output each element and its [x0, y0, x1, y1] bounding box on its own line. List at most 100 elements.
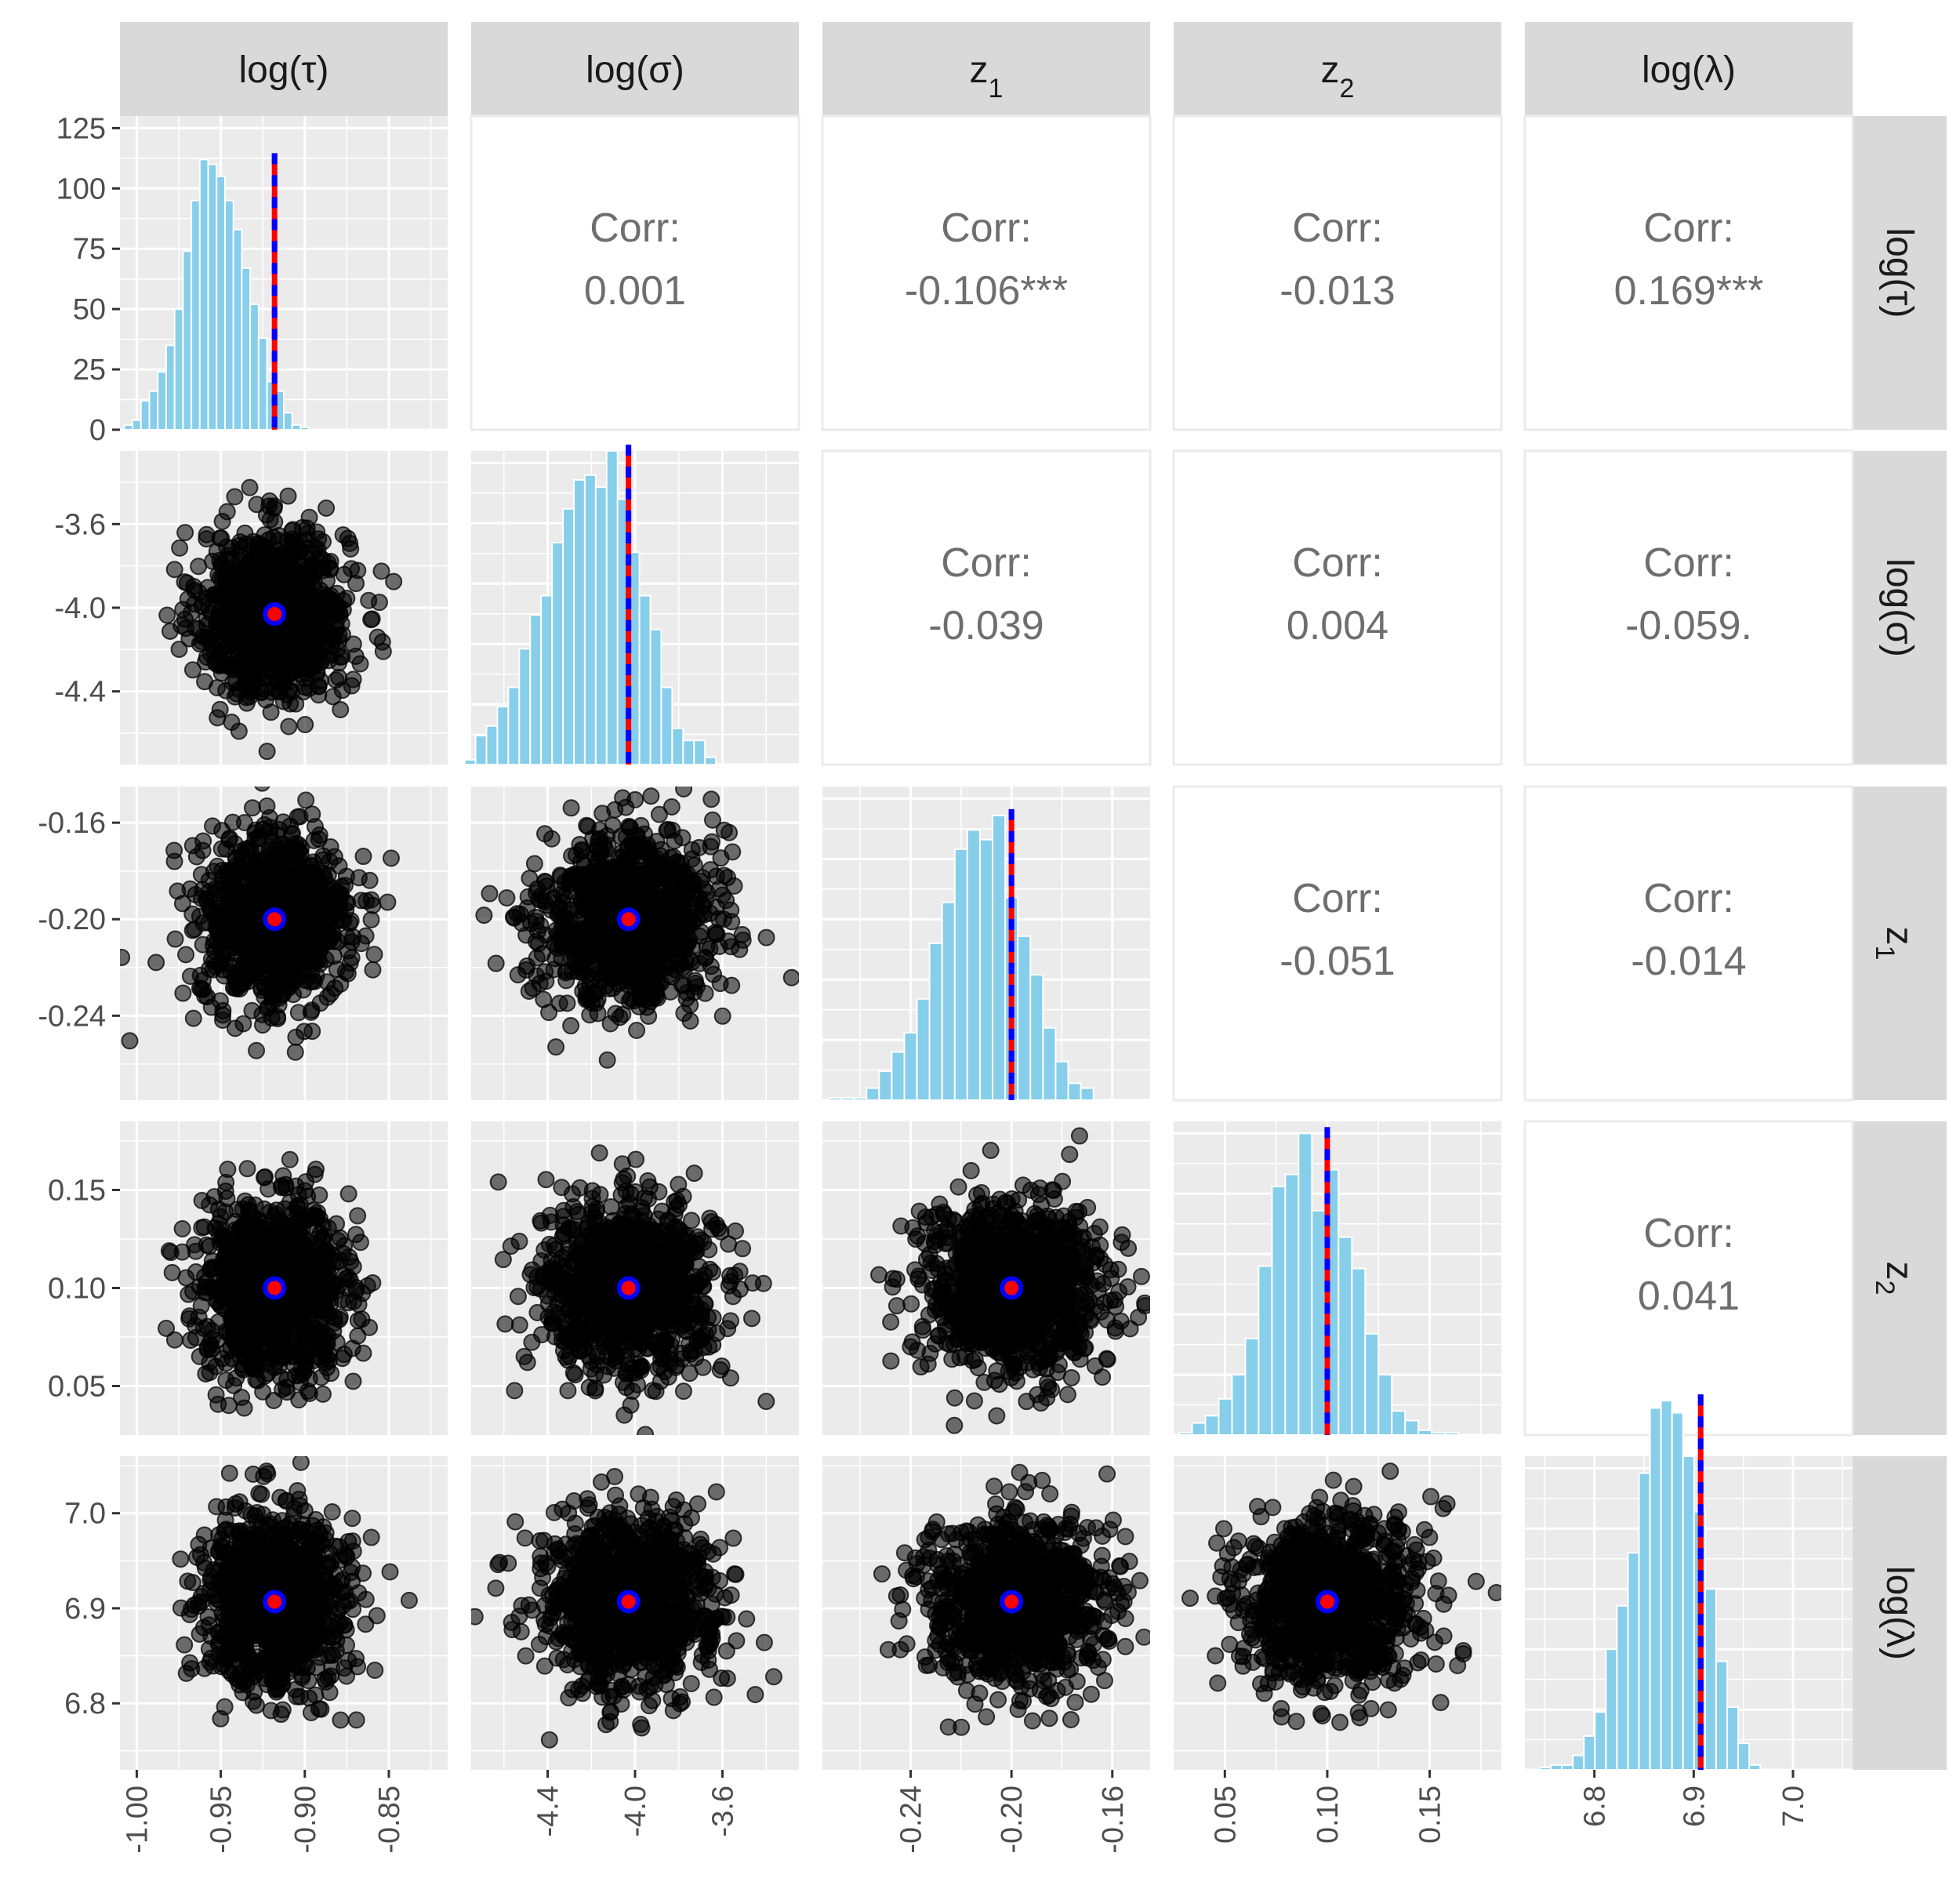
scatter-point — [296, 716, 314, 734]
histogram-bar — [191, 199, 201, 431]
panel-r0-c2: Corr:-0.106*** — [821, 114, 1152, 431]
scatter-point — [198, 530, 216, 548]
scatter-point — [165, 1331, 183, 1349]
scatter-point — [628, 959, 646, 977]
histogram-bar — [157, 371, 167, 431]
panel-r1-c1 — [463, 445, 799, 766]
column-strip-log_lambda — [1525, 22, 1853, 116]
scatter-point — [693, 897, 711, 915]
scatter-point — [325, 947, 343, 965]
scatter-point — [275, 1312, 293, 1330]
column-strip-label-log_tau: log(τ) — [239, 49, 329, 91]
column-strip-z2 — [1174, 22, 1501, 116]
scatter-point — [711, 975, 729, 993]
histogram-bar — [562, 507, 575, 765]
histogram-bar — [941, 901, 956, 1101]
column-strip-log_sigma — [471, 22, 799, 116]
scatter-point — [690, 838, 708, 856]
histogram-bar — [649, 628, 662, 766]
scatter-point — [364, 1273, 382, 1292]
scatter-point — [281, 1292, 299, 1310]
scatter-point — [286, 1043, 304, 1061]
histogram-bar — [299, 426, 310, 431]
histogram-bar — [1042, 1026, 1057, 1101]
scatter-point — [194, 832, 212, 850]
corr-value: 0.169*** — [1614, 268, 1764, 314]
center-point — [263, 602, 287, 626]
scatter-point — [336, 963, 354, 981]
panel-r2-c3: Corr:-0.051 — [1172, 785, 1503, 1102]
scatter-point — [713, 886, 731, 904]
corr-value: -0.014 — [1631, 939, 1746, 984]
panel-r2-c2 — [822, 787, 1150, 1102]
histogram-bar — [140, 400, 151, 431]
scatter-point — [496, 1315, 514, 1333]
scatter-point — [196, 1284, 214, 1302]
scatter-point — [583, 1182, 601, 1200]
scatter-point — [586, 1379, 604, 1397]
scatter-point — [248, 1041, 266, 1059]
scatter-point — [562, 883, 580, 901]
scatter-point — [571, 835, 589, 853]
scatter-point — [227, 1212, 245, 1230]
panel-r1-c0 — [120, 451, 448, 765]
scatter-point — [362, 910, 380, 928]
scatter-point — [615, 852, 633, 870]
corr-value: -0.039 — [928, 603, 1044, 649]
scatter-point — [362, 891, 380, 909]
scatter-point — [318, 1271, 336, 1289]
scatter-point — [525, 855, 543, 873]
histogram-bar — [241, 267, 252, 431]
scatter-point — [574, 982, 592, 1000]
scatter-point — [301, 1270, 319, 1288]
scatter-point — [475, 906, 493, 925]
scatter-point — [274, 859, 292, 877]
scatter-point — [190, 1308, 208, 1326]
histogram-bar — [916, 997, 931, 1102]
scatter-point — [218, 503, 236, 521]
row-strip-log_sigma — [1853, 451, 1947, 765]
scatter-point — [537, 1171, 555, 1189]
histogram-bar — [891, 1051, 906, 1102]
scatter-point — [368, 628, 387, 646]
scatter-point — [284, 646, 302, 664]
scatter-point — [293, 518, 311, 536]
scatter-point — [605, 899, 623, 917]
scatter-point — [305, 831, 323, 849]
scatter-point — [527, 912, 545, 930]
scatter-point — [564, 1221, 583, 1239]
row-strip-log_tau — [1853, 116, 1947, 430]
scatter-point — [184, 1009, 202, 1027]
panel-r0-c1: Corr:0.001 — [470, 114, 800, 431]
scatter-point — [487, 954, 505, 972]
scatter-point — [210, 646, 228, 664]
row-strip-label-z2: z2 — [1870, 1262, 1921, 1295]
scatter-point — [260, 1313, 278, 1331]
scatter-point — [272, 587, 290, 605]
scatter-point — [257, 506, 275, 524]
scatter-point — [564, 1185, 582, 1203]
scatter-point — [344, 670, 362, 688]
scatter-point — [200, 1237, 218, 1255]
row-strip-log_lambda — [1853, 1456, 1947, 1770]
scatter-point — [160, 1242, 178, 1260]
column-strip-log_tau — [120, 22, 448, 116]
center-point — [263, 907, 287, 932]
scatter-point — [289, 1197, 307, 1215]
scatter-point — [683, 876, 701, 894]
panel-r3-c0 — [120, 1121, 448, 1435]
scatter-point — [782, 968, 799, 986]
scatter-point — [165, 561, 183, 579]
corr-value: -0.013 — [1279, 268, 1395, 314]
scatter-point — [342, 1252, 360, 1270]
scatter-point — [270, 554, 289, 572]
scatter-point — [757, 928, 775, 946]
scatter-point — [252, 665, 270, 683]
scatter-point — [662, 983, 680, 1001]
panel-r1-c2: Corr:-0.039 — [821, 449, 1152, 766]
scatter-point — [608, 939, 626, 957]
scatter-point — [339, 1185, 358, 1203]
scatter-point — [289, 1340, 307, 1358]
scatter-point — [292, 534, 310, 552]
histogram-bar — [953, 848, 968, 1101]
